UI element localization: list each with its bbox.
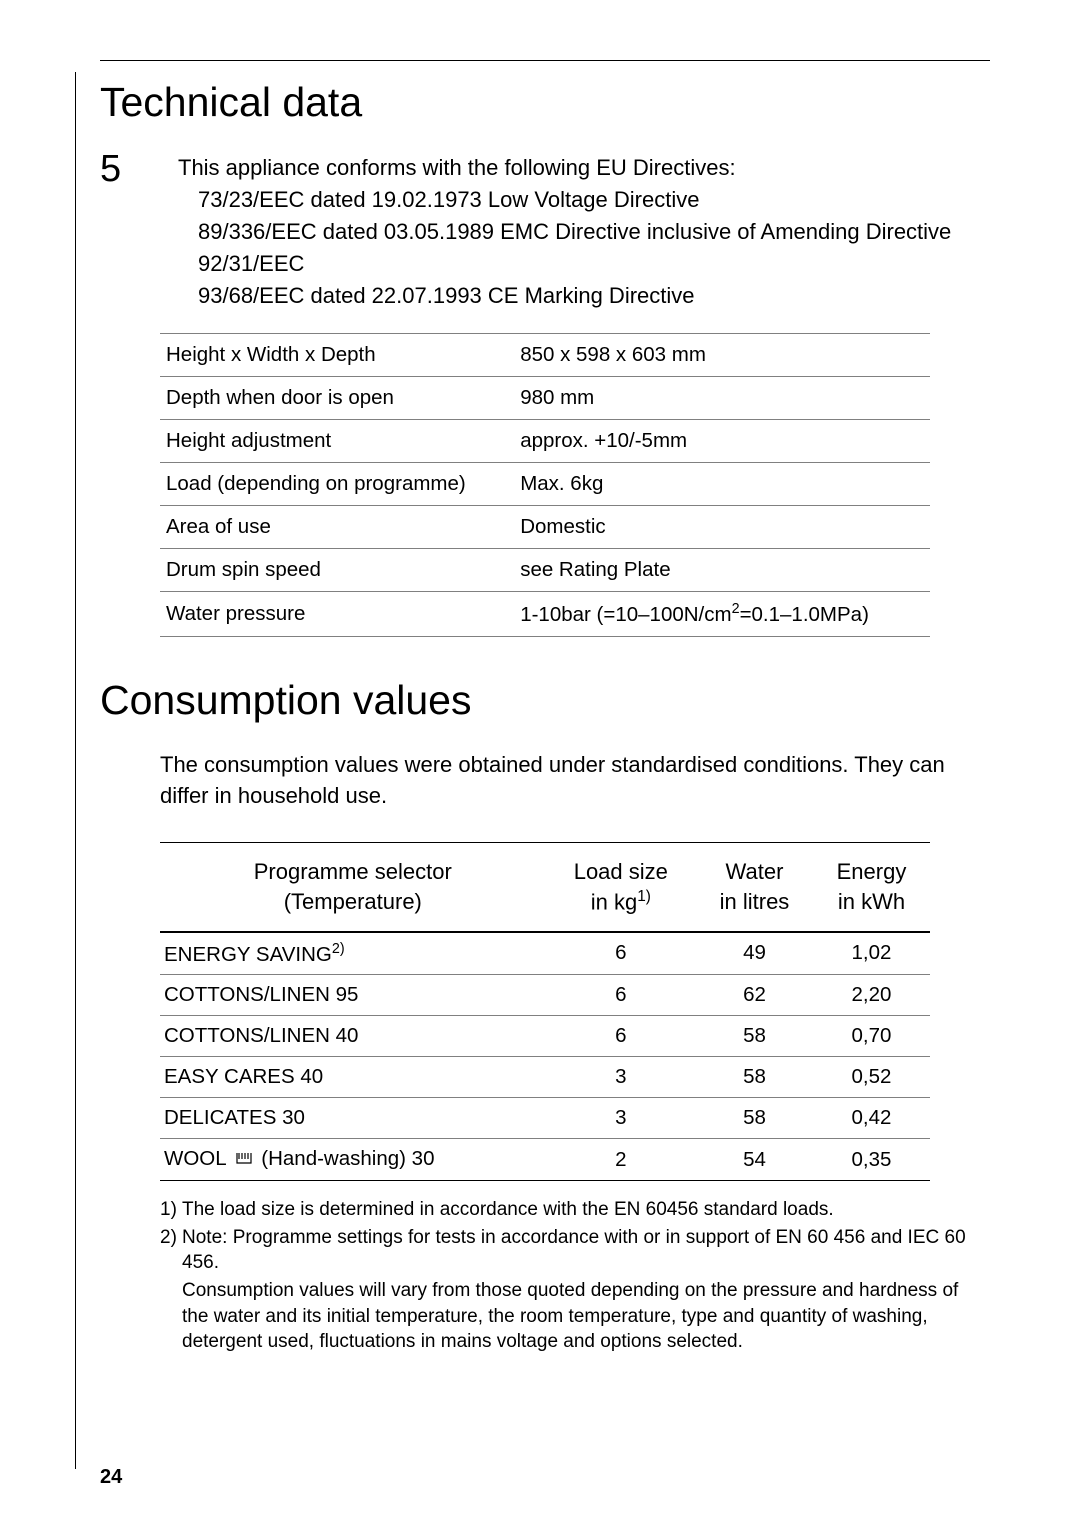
programme-cell: DELICATES 30 [160, 1098, 546, 1139]
programme-cell: WOOL (Hand-washing) 30 [160, 1139, 546, 1181]
footnote-text: Note: Programme settings for tests in ac… [182, 1225, 980, 1276]
section-number: 5 [100, 150, 178, 188]
table-row: Height adjustment approx. +10/-5mm [160, 420, 930, 463]
table-row: WOOL (Hand-washing) 30 2 54 0,35 [160, 1139, 930, 1181]
footnote-text: The load size is determined in accordanc… [182, 1197, 980, 1223]
load-cell: 6 [546, 975, 696, 1016]
table-row: COTTONS/LINEN 40 6 58 0,70 [160, 1016, 930, 1057]
table-row: Depth when door is open 980 mm [160, 377, 930, 420]
table-row: Drum spin speed see Rating Plate [160, 549, 930, 592]
footnote-marker: 2) [160, 1225, 182, 1276]
spec-label: Water pressure [160, 592, 514, 637]
vertical-divider [75, 72, 76, 1469]
header-line: Energy [837, 859, 907, 884]
load-cell: 6 [546, 932, 696, 975]
programme-cell: ENERGY SAVING2) [160, 932, 546, 975]
directive-line-2: 89/336/EEC dated 03.05.1989 EMC Directiv… [198, 219, 951, 276]
programme-cell: EASY CARES 40 [160, 1057, 546, 1098]
footnote-continuation: Consumption values will vary from those … [182, 1278, 980, 1355]
programme-cell: COTTONS/LINEN 95 [160, 975, 546, 1016]
spec-label: Depth when door is open [160, 377, 514, 420]
header-line: in kWh [838, 889, 905, 914]
directive-line-1: 73/23/EEC dated 19.02.1973 Low Voltage D… [198, 187, 699, 212]
consumption-values-heading: Consumption values [100, 677, 990, 724]
load-cell: 6 [546, 1016, 696, 1057]
technical-specs-table: Height x Width x Depth 850 x 598 x 603 m… [160, 333, 930, 637]
table-row: Area of use Domestic [160, 506, 930, 549]
programme-superscript: 2) [332, 941, 345, 957]
footnote-marker: 1) [160, 1197, 182, 1223]
header-line: (Temperature) [284, 889, 422, 914]
energy-cell: 0,35 [813, 1139, 930, 1181]
note-label: Note: [182, 1227, 227, 1248]
header-superscript: 1) [637, 888, 651, 905]
water-cell: 58 [696, 1098, 813, 1139]
page-number: 24 [100, 1466, 122, 1489]
footnotes: 1) The load size is determined in accord… [160, 1197, 990, 1355]
directive-line-3: 93/68/EEC dated 22.07.1993 CE Marking Di… [198, 283, 695, 308]
consumption-table: Programme selector (Temperature) Load si… [160, 842, 930, 1181]
top-horizontal-rule [100, 60, 990, 61]
water-cell: 54 [696, 1139, 813, 1181]
column-header-water: Water in litres [696, 842, 813, 931]
footnote-1: 1) The load size is determined in accord… [160, 1197, 980, 1223]
directive-block: 5 This appliance conforms with the follo… [100, 152, 990, 311]
spec-label: Height adjustment [160, 420, 514, 463]
consumption-intro-text: The consumption values were obtained und… [160, 750, 990, 812]
spec-label: Drum spin speed [160, 549, 514, 592]
spec-value: Domestic [514, 506, 930, 549]
programme-cell: COTTONS/LINEN 40 [160, 1016, 546, 1057]
directive-indent: 73/23/EEC dated 19.02.1973 Low Voltage D… [178, 184, 990, 312]
table-row: COTTONS/LINEN 95 6 62 2,20 [160, 975, 930, 1016]
spec-value: approx. +10/-5mm [514, 420, 930, 463]
water-cell: 49 [696, 932, 813, 975]
table-row: ENERGY SAVING2) 6 49 1,02 [160, 932, 930, 975]
load-cell: 2 [546, 1139, 696, 1181]
technical-data-heading: Technical data [100, 79, 990, 126]
directive-intro: This appliance conforms with the followi… [178, 155, 736, 180]
header-line: in litres [720, 889, 790, 914]
page-container: Technical data 5 This appliance conforms… [0, 0, 1080, 1529]
energy-cell: 0,70 [813, 1016, 930, 1057]
table-row: Load (depending on programme) Max. 6kg [160, 463, 930, 506]
spec-value: 980 mm [514, 377, 930, 420]
footnote-body: Programme settings for tests in accordan… [182, 1227, 966, 1274]
directive-text: This appliance conforms with the followi… [178, 152, 990, 311]
column-header-programme: Programme selector (Temperature) [160, 842, 546, 931]
spec-value: see Rating Plate [514, 549, 930, 592]
spec-value: 850 x 598 x 603 mm [514, 334, 930, 377]
header-line: Programme selector [254, 859, 452, 884]
spec-label: Area of use [160, 506, 514, 549]
water-cell: 58 [696, 1016, 813, 1057]
load-cell: 3 [546, 1057, 696, 1098]
energy-cell: 1,02 [813, 932, 930, 975]
energy-cell: 0,52 [813, 1057, 930, 1098]
header-line: in kg [591, 889, 637, 914]
programme-prefix: WOOL [164, 1147, 232, 1170]
table-row: DELICATES 30 3 58 0,42 [160, 1098, 930, 1139]
water-cell: 62 [696, 975, 813, 1016]
column-header-energy: Energy in kWh [813, 842, 930, 931]
table-header-row: Programme selector (Temperature) Load si… [160, 842, 930, 931]
header-line: Load size [574, 859, 668, 884]
programme-name: ENERGY SAVING [164, 942, 332, 965]
table-row: EASY CARES 40 3 58 0,52 [160, 1057, 930, 1098]
table-row: Water pressure 1-10bar (=10–100N/cm2=0.1… [160, 592, 930, 637]
energy-cell: 2,20 [813, 975, 930, 1016]
spec-label: Height x Width x Depth [160, 334, 514, 377]
spec-value: 1-10bar (=10–100N/cm2=0.1–1.0MPa) [514, 592, 930, 637]
hand-washing-icon [235, 1148, 253, 1172]
column-header-load: Load size in kg1) [546, 842, 696, 931]
header-line: Water [726, 859, 784, 884]
load-cell: 3 [546, 1098, 696, 1139]
table-row: Height x Width x Depth 850 x 598 x 603 m… [160, 334, 930, 377]
energy-cell: 0,42 [813, 1098, 930, 1139]
water-cell: 58 [696, 1057, 813, 1098]
footnote-2: 2) Note: Programme settings for tests in… [160, 1225, 980, 1276]
programme-suffix: (Hand-washing) 30 [256, 1147, 435, 1170]
spec-label: Load (depending on programme) [160, 463, 514, 506]
spec-value: Max. 6kg [514, 463, 930, 506]
